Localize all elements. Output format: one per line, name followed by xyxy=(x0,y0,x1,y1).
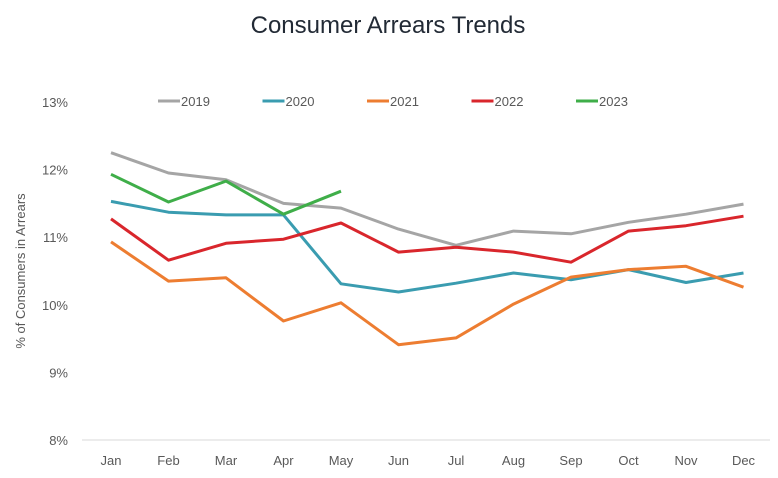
legend-label: 2019 xyxy=(181,94,210,109)
legend-item-2022: 2022 xyxy=(471,94,524,109)
plot-area xyxy=(110,151,745,347)
y-tick-label: 10% xyxy=(42,298,68,313)
x-tick-label: Jun xyxy=(388,453,409,468)
y-axis-label: % of Consumers in Arrears xyxy=(13,193,28,349)
y-tick-label: 8% xyxy=(49,433,68,448)
legend-item-2020: 2020 xyxy=(262,94,315,109)
y-tick-label: 9% xyxy=(49,365,68,380)
legend-label: 2021 xyxy=(390,94,419,109)
y-tick-label: 12% xyxy=(42,163,68,178)
legend: 2019 2020 2021 2022 2023 xyxy=(158,94,628,109)
x-tick-label: Feb xyxy=(157,453,179,468)
x-tick-label: Mar xyxy=(215,453,238,468)
legend-label: 2022 xyxy=(495,94,524,109)
x-tick-label: Aug xyxy=(502,453,525,468)
x-tick-label: May xyxy=(329,453,354,468)
x-tick-label: Jul xyxy=(448,453,465,468)
legend-item-2021: 2021 xyxy=(367,94,419,109)
y-tick-label: 13% xyxy=(42,95,68,110)
legend-item-2023: 2023 xyxy=(576,94,628,109)
x-axis: Jan Feb Mar Apr May Jun Jul Aug Sep Oct Nov Dec xyxy=(101,453,756,468)
x-tick-label: Jan xyxy=(101,453,122,468)
legend-item-2019: 2019 xyxy=(158,94,210,109)
chart-title: Consumer Arrears Trends xyxy=(251,12,526,39)
y-axis: 8% 9% 10% 11% 12% 13% xyxy=(42,95,68,448)
x-tick-label: Sep xyxy=(559,453,582,468)
y-tick-label: 11% xyxy=(43,230,68,245)
series-line-2021 xyxy=(110,240,745,347)
x-tick-label: Dec xyxy=(732,453,756,468)
x-tick-label: Oct xyxy=(618,453,639,468)
x-tick-label: Apr xyxy=(273,453,294,468)
series-line-2019 xyxy=(110,151,744,247)
series-line-2020 xyxy=(110,199,744,294)
legend-label: 2020 xyxy=(286,94,315,109)
legend-label: 2023 xyxy=(599,94,628,109)
x-tick-label: Nov xyxy=(674,453,698,468)
series-line-2023 xyxy=(110,172,342,216)
series-line-2022 xyxy=(110,214,744,264)
